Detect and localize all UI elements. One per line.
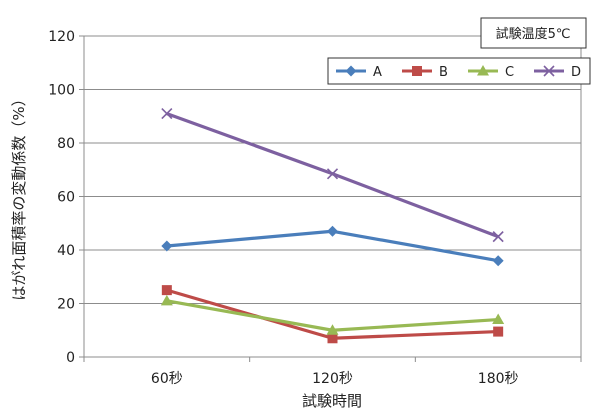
legend-marker <box>345 65 357 77</box>
legend-marker <box>412 66 422 76</box>
y-tick-label: 0 <box>66 350 75 366</box>
legend-item: B <box>402 65 448 80</box>
y-tick-label: 80 <box>57 136 75 152</box>
series-lines <box>160 108 505 344</box>
y-tick-label: 20 <box>57 297 75 313</box>
y-axis-ticks: 0 20 40 60 80 100 120 <box>48 29 84 366</box>
legend: A B C D <box>327 57 591 85</box>
y-tick-label: 40 <box>57 243 75 259</box>
series-c <box>160 294 505 335</box>
data-point <box>161 240 173 252</box>
data-point <box>326 168 339 180</box>
y-tick-label: 100 <box>48 83 75 99</box>
data-point <box>492 313 505 325</box>
legend-label: B <box>439 65 448 80</box>
series-a <box>161 225 504 267</box>
legend-item: D <box>534 65 581 80</box>
series-b <box>161 285 504 344</box>
x-axis-ticks: 60秒 120秒 180秒 <box>83 357 582 387</box>
series-d <box>161 108 504 243</box>
x-tick-label: 180秒 <box>478 371 519 387</box>
legend-label: D <box>571 65 581 80</box>
y-axis-title: はがれ面積率の変動係数（%） <box>10 91 28 300</box>
data-point <box>492 231 504 243</box>
data-point <box>161 108 173 120</box>
legend-label: C <box>505 65 514 80</box>
x-tick-label: 60秒 <box>151 371 183 387</box>
data-point <box>161 285 172 296</box>
legend-label: A <box>373 65 382 80</box>
data-point <box>492 255 504 267</box>
legend-item: A <box>336 65 382 80</box>
y-tick-label: 60 <box>57 190 75 206</box>
legend-marker <box>477 65 489 76</box>
data-point <box>327 333 338 344</box>
x-axis-title: 試験時間 <box>302 392 362 410</box>
condition-box: 試験温度5℃ <box>480 17 587 49</box>
data-point <box>327 225 338 237</box>
x-tick-label: 120秒 <box>312 371 353 387</box>
legend-item: C <box>468 65 514 80</box>
condition-label: 試験温度5℃ <box>496 26 571 42</box>
legend-marker <box>543 65 555 77</box>
series-line <box>166 112 499 239</box>
data-point <box>493 326 504 337</box>
y-tick-label: 120 <box>48 29 75 45</box>
data-point <box>160 294 173 306</box>
data-point <box>326 324 339 335</box>
